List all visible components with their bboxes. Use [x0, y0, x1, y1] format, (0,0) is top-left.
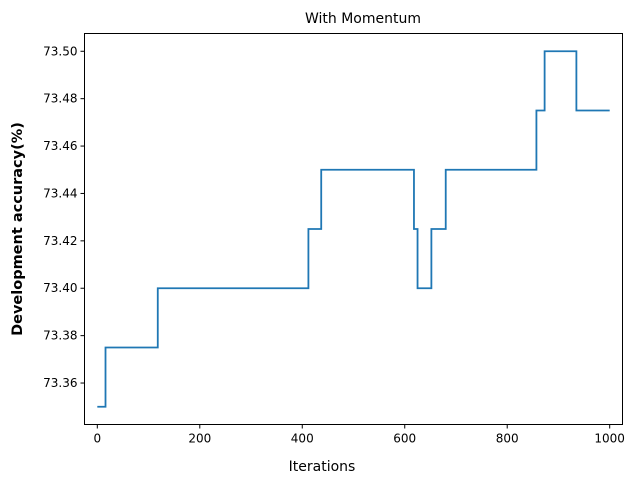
y-tick-label: 73.44 — [43, 186, 77, 200]
x-tick-label: 0 — [93, 432, 101, 446]
y-tick-label: 73.40 — [43, 281, 77, 295]
x-tick-label: 600 — [393, 432, 416, 446]
y-tick-label: 73.42 — [43, 234, 77, 248]
y-axis-label: Development accuracy(%) — [10, 122, 26, 336]
x-tick-label: 400 — [291, 432, 314, 446]
x-tick-label: 1000 — [594, 432, 625, 446]
series-line — [97, 50, 610, 408]
y-tick-label: 73.38 — [43, 329, 77, 343]
plot-frame — [84, 33, 623, 425]
y-tick-label: 73.36 — [43, 376, 77, 390]
plot-area — [97, 50, 610, 408]
x-tick-label: 800 — [496, 432, 519, 446]
y-tick-label: 73.48 — [43, 92, 77, 106]
y-tick-label: 73.46 — [43, 139, 77, 153]
x-axis-label: Iterations — [289, 459, 356, 475]
x-tick-label: 200 — [188, 432, 211, 446]
y-tick-label: 73.50 — [43, 44, 77, 58]
y-axis: 73.36 73.38 73.40 73.42 73.44 73.46 73.48 73.50 — [43, 44, 85, 390]
chart-title: With Momentum — [305, 11, 421, 27]
x-axis: 0 200 400 600 800 1000 — [93, 424, 625, 446]
